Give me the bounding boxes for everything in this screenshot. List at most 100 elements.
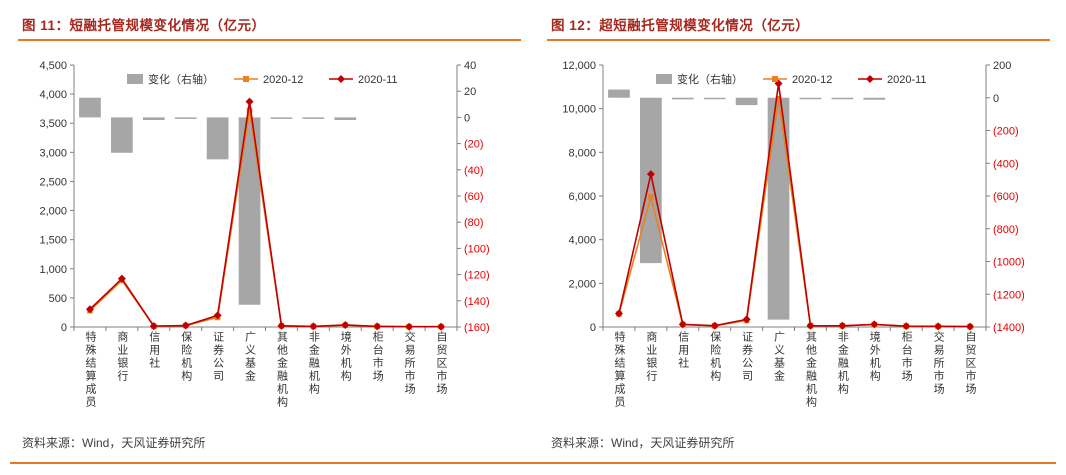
change-bar: [206, 117, 229, 160]
series-2020-11-line: [618, 83, 971, 328]
change-bar: [79, 97, 101, 118]
right-axis-tick-label: (140): [464, 296, 490, 308]
series-2020-11-marker: [437, 322, 446, 331]
figure-12-title: 图 12：超短融托管规模变化情况（亿元）: [551, 18, 810, 33]
category-label: 特殊结算成员: [83, 331, 96, 409]
series-2020-11-marker: [614, 309, 623, 318]
category-label: 其他金融机构: [804, 331, 817, 409]
category-label: 境外机构: [868, 331, 881, 383]
series-2020-12-line: [618, 98, 971, 328]
legend-label: 变化（右轴）: [148, 72, 214, 86]
right-axis-tick-label: (120): [464, 270, 490, 282]
series-2020-11-marker: [678, 320, 687, 329]
left-axis-tick-label: 1,500: [39, 235, 67, 247]
right-axis-tick-label: (1200): [993, 289, 1025, 301]
right-axis-tick-label: (60): [464, 191, 484, 203]
category-label: 特殊结算成员: [612, 331, 625, 409]
left-axis-tick-label: 10,000: [562, 104, 596, 116]
change-bar: [111, 117, 133, 153]
right-axis-tick-label: (20): [464, 139, 484, 151]
left-axis-tick-label: 6,000: [568, 191, 596, 203]
legend-label: 变化（右轴）: [677, 72, 743, 86]
category-label: 交易所市场: [403, 331, 416, 396]
change-bar: [334, 117, 357, 121]
series-2020-12-marker: [648, 194, 654, 200]
chart-canvas-figure-11: 4,500 4,000 3,500 3,000 2,500 2,000 1,500 1,000…: [39, 60, 490, 334]
change-bar: [799, 97, 822, 100]
series-2020-11-marker: [309, 322, 318, 331]
category-label: 境外机构: [339, 331, 352, 383]
series-2020-11-marker: [742, 315, 751, 324]
left-axis-tick-label: 2,000: [39, 206, 67, 218]
legend-label: 2020-12: [263, 74, 303, 86]
category-label: 证券公司: [211, 331, 224, 383]
right-axis-tick-label: (100): [464, 243, 490, 255]
left-axis-tick-label: 2,000: [568, 278, 596, 290]
series-2020-11-marker: [870, 320, 879, 329]
series-2020-11-marker: [245, 97, 254, 106]
figure-11-source: 资料来源：Wind，天风证券研究所: [22, 436, 206, 450]
change-bar: [174, 117, 197, 119]
right-axis-tick-label: (40): [464, 165, 484, 177]
change-bar: [640, 97, 662, 264]
series-2020-12-marker: [775, 96, 782, 102]
right-axis-tick-label: 20: [464, 86, 476, 98]
category-label: 广义基金: [772, 331, 785, 383]
figure-11-chart: 4,500 4,000 3,500 3,000 2,500 2,000 1,500 1,000…: [12, 49, 527, 426]
legend-bar-swatch: [127, 74, 143, 84]
series-2020-11-marker: [838, 321, 847, 330]
category-label: 其他金融机构: [275, 331, 288, 409]
category-label: 证券公司: [740, 331, 753, 383]
category-label: 非金融机构: [836, 331, 849, 396]
category-label: 保险机构: [179, 331, 192, 383]
right-axis-tick-label: (200): [993, 126, 1019, 138]
category-label: 商业银行: [644, 331, 657, 383]
change-bar: [831, 97, 854, 100]
series-2020-11-marker: [85, 305, 94, 314]
left-axis-tick-label: 500: [49, 293, 67, 305]
figure-12-chart: 12,000 10,000 8,000 6,000 4,000 2,000 0 200 0 (20…: [541, 49, 1056, 426]
category-label: 保险机构: [708, 331, 721, 383]
change-bar: [302, 117, 325, 119]
right-axis-tick-label: (1400): [993, 322, 1025, 334]
left-axis-tick-label: 8,000: [568, 147, 596, 159]
right-axis-tick-label: (80): [464, 217, 484, 229]
left-axis-tick-label: 4,500: [39, 60, 67, 72]
legend-diamond-marker: [337, 75, 345, 83]
right-axis-tick-label: 200: [993, 60, 1011, 72]
series-2020-11-marker: [934, 322, 943, 331]
figure-12-panel: 图 12：超短融托管规模变化情况（亿元） 12,000 10,000 8,000 6,…: [541, 6, 1056, 450]
left-axis-tick-label: 3,500: [39, 118, 67, 130]
left-axis-tick-label: 4,000: [568, 235, 596, 247]
change-bar: [767, 97, 790, 320]
left-axis-tick-label: 12,000: [562, 60, 596, 72]
right-axis-tick-label: (400): [993, 158, 1019, 170]
series-2020-11-marker: [181, 321, 190, 330]
title-underline: [547, 39, 1050, 41]
category-label: 自贸区市场: [964, 331, 977, 396]
series-2020-11-marker: [117, 274, 126, 283]
category-label: 信用社: [147, 331, 160, 370]
left-axis-tick-label: 0: [61, 322, 67, 334]
category-label: 非金融机构: [307, 331, 320, 396]
left-axis-tick-label: 4,000: [39, 89, 67, 101]
left-axis-tick-label: 0: [590, 322, 596, 334]
left-axis-tick-label: 2,500: [39, 176, 67, 188]
series-2020-11-marker: [373, 322, 382, 331]
series-2020-11-marker: [966, 322, 975, 331]
series-2020-11-marker: [405, 322, 414, 331]
series-2020-11-marker: [213, 311, 222, 320]
right-axis-tick-label: (600): [993, 191, 1019, 203]
change-bar: [863, 97, 886, 100]
category-label: 广义基金: [243, 331, 256, 383]
series-2020-11-marker: [710, 321, 719, 330]
series-2020-11-line: [89, 101, 442, 328]
left-axis-tick-label: 3,000: [39, 147, 67, 159]
right-axis-tick-label: (1000): [993, 257, 1025, 269]
title-underline: [18, 39, 521, 41]
change-bar: [142, 117, 165, 121]
right-axis-tick-label: 0: [993, 93, 999, 105]
series-2020-11-marker: [806, 321, 815, 330]
change-bar: [735, 97, 758, 106]
legend-square-marker: [243, 76, 249, 82]
